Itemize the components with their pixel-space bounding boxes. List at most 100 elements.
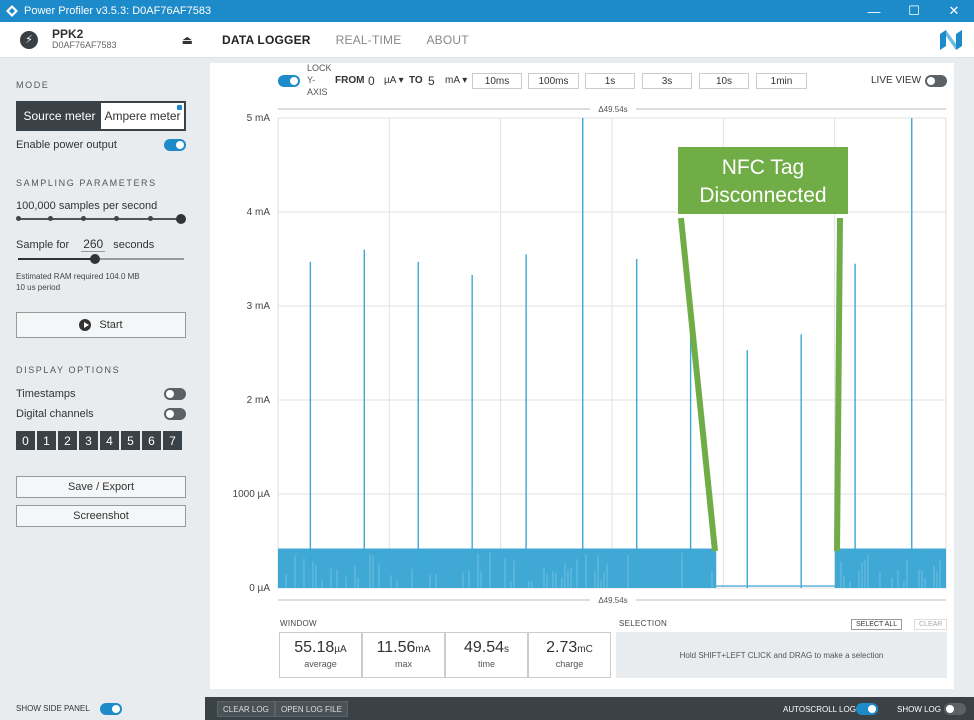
nav-tabs: DATA LOGGER REAL-TIME ABOUT	[205, 22, 477, 57]
lock-y-axis-label-line: Y-	[307, 75, 316, 85]
channel-4-button[interactable]: 4	[100, 431, 119, 450]
y-tick-label: 2 mA	[247, 395, 271, 406]
to-label: TO	[409, 75, 423, 86]
current-series	[278, 118, 946, 588]
sample-duration-handle[interactable]	[90, 254, 100, 264]
stat-value: 2.73	[546, 639, 578, 656]
show-side-panel-label: SHOW SIDE PANEL	[16, 704, 90, 713]
stat-label: charge	[555, 659, 584, 669]
channel-7-button[interactable]: 7	[163, 431, 182, 450]
clear-log-button[interactable]: CLEAR LOG	[217, 701, 275, 717]
stat-unit: s	[504, 644, 510, 655]
sample-for-label: Sample for	[16, 238, 70, 251]
tab-real-time[interactable]: REAL-TIME	[335, 32, 402, 47]
select-all-button[interactable]: SELECT ALL	[851, 619, 903, 630]
mode-switch: Source meter Ampere meter	[16, 101, 186, 131]
y-tick-label: 5 mA	[247, 113, 271, 124]
source-meter-button[interactable]: Source meter	[23, 109, 96, 123]
mode-title: MODE	[16, 80, 50, 90]
open-log-file-button[interactable]: OPEN LOG FILE	[275, 701, 348, 717]
tab-data-logger[interactable]: DATA LOGGER	[222, 32, 311, 47]
from-input[interactable]: 0	[368, 74, 375, 88]
data-logger-card: LOCK Y- AXIS FROM 0 µA ▾ TO 5 mA ▾ 10ms …	[210, 63, 954, 689]
main-panel: LOCK Y- AXIS FROM 0 µA ▾ TO 5 mA ▾ 10ms …	[205, 58, 974, 697]
channel-5-button[interactable]: 5	[121, 431, 140, 450]
selection-hint: Hold SHIFT+LEFT CLICK and DRAG to make a…	[679, 650, 884, 660]
y-tick-label: 4 mA	[247, 207, 271, 218]
y-tick-label: 3 mA	[247, 301, 271, 312]
eject-icon[interactable]: ⏏	[181, 32, 193, 47]
tab-about[interactable]: ABOUT	[426, 32, 469, 47]
to-unit-select[interactable]: mA ▾	[445, 75, 468, 86]
clear-selection-button[interactable]: CLEAR	[914, 619, 948, 630]
close-button[interactable]: ✕	[948, 3, 960, 18]
sample-for-row: Sample for 260 seconds	[16, 237, 154, 252]
stat-label: max	[394, 659, 412, 669]
channel-6-button[interactable]: 6	[142, 431, 161, 450]
autoscroll-log-toggle[interactable]	[856, 703, 878, 715]
window-title-label: WINDOW	[280, 619, 317, 628]
enable-power-toggle[interactable]	[164, 139, 186, 151]
channel-0-button[interactable]: 0	[16, 431, 35, 450]
baseline-block	[278, 548, 717, 588]
slider-step	[148, 216, 153, 221]
lock-y-axis-label-line: AXIS	[307, 87, 328, 97]
window-100ms-button[interactable]: 100ms	[528, 73, 579, 89]
lock-y-axis-toggle[interactable]	[278, 75, 300, 87]
show-log-toggle[interactable]	[944, 703, 966, 715]
stat-max: 11.56mA max	[362, 632, 445, 678]
maximize-button[interactable]: ☐	[908, 3, 920, 18]
stat-value: 55.18	[294, 639, 335, 656]
digital-channels-toggle[interactable]	[164, 408, 186, 420]
channel-buttons: 0 1 2 3 4 5 6 7	[16, 431, 182, 450]
to-input[interactable]: 5	[428, 74, 435, 88]
screenshot-button[interactable]: Screenshot	[16, 505, 186, 527]
selection-area[interactable]: Hold SHIFT+LEFT CLICK and DRAG to make a…	[616, 632, 947, 678]
current-chart[interactable]: 5 mA 4 mA 3 mA 2 mA 1000 µA 0 µA Δ49.54s NFC …	[210, 63, 954, 613]
digital-channels-row: Digital channels	[16, 408, 186, 420]
lock-y-axis-label-line: LOCK	[307, 63, 332, 73]
from-label: FROM	[335, 75, 365, 86]
annotation-box	[678, 147, 848, 214]
channel-3-button[interactable]: 3	[79, 431, 98, 450]
device-selector[interactable]: ⚡ PPK2 D0AF76AF7583 ⏏	[0, 22, 205, 57]
app-icon	[6, 5, 18, 17]
channel-2-button[interactable]: 2	[58, 431, 77, 450]
slider-step	[16, 216, 21, 221]
slider-step	[81, 216, 86, 221]
show-side-panel-toggle[interactable]	[99, 702, 122, 715]
digital-channels-label: Digital channels	[16, 408, 94, 420]
selection-title: SELECTION	[619, 619, 668, 628]
side-panel: MODE Source meter Ampere meter Enable po…	[0, 58, 205, 697]
from-unit-select[interactable]: µA ▾	[384, 75, 404, 86]
ampere-meter-button[interactable]: Ampere meter	[101, 103, 184, 129]
slider-step	[114, 216, 119, 221]
stats-area: WINDOW 55.18µA average 11.56mA max 49.54…	[210, 613, 954, 689]
duration-label-top: Δ49.54s	[598, 105, 627, 114]
window-10s-button[interactable]: 10s	[699, 73, 749, 89]
window-10ms-button[interactable]: 10ms	[472, 73, 522, 89]
timestamps-toggle[interactable]	[164, 388, 186, 400]
sampling-title: SAMPLING PARAMETERS	[16, 178, 157, 188]
annotation-arrow-right	[834, 217, 843, 552]
samples-rate-slider[interactable]	[16, 214, 186, 224]
stat-label: time	[477, 659, 495, 669]
minimize-button[interactable]: —	[867, 3, 881, 19]
samples-rate-label: 100,000 samples per second	[16, 200, 158, 212]
nfc-annotation: NFC Tag Disconnected	[678, 147, 848, 552]
window-1s-button[interactable]: 1s	[585, 73, 635, 89]
samples-rate-handle[interactable]	[176, 214, 186, 224]
window-1min-button[interactable]: 1min	[756, 73, 807, 89]
y-tick-label: 0 µA	[249, 583, 270, 594]
sample-duration-slider[interactable]	[18, 254, 184, 264]
start-button[interactable]: Start	[16, 312, 186, 338]
sample-for-input[interactable]: 260	[81, 237, 106, 252]
to-unit: mA	[445, 75, 460, 86]
enable-power-label: Enable power output	[16, 139, 117, 151]
window-3s-button[interactable]: 3s	[642, 73, 692, 89]
chart-toolbar: LOCK Y- AXIS FROM 0 µA ▾ TO 5 mA ▾ 10ms …	[210, 63, 954, 99]
channel-1-button[interactable]: 1	[37, 431, 56, 450]
live-view-toggle[interactable]	[925, 75, 947, 87]
nordic-logo-icon	[940, 30, 962, 50]
save-export-button[interactable]: Save / Export	[16, 476, 186, 498]
